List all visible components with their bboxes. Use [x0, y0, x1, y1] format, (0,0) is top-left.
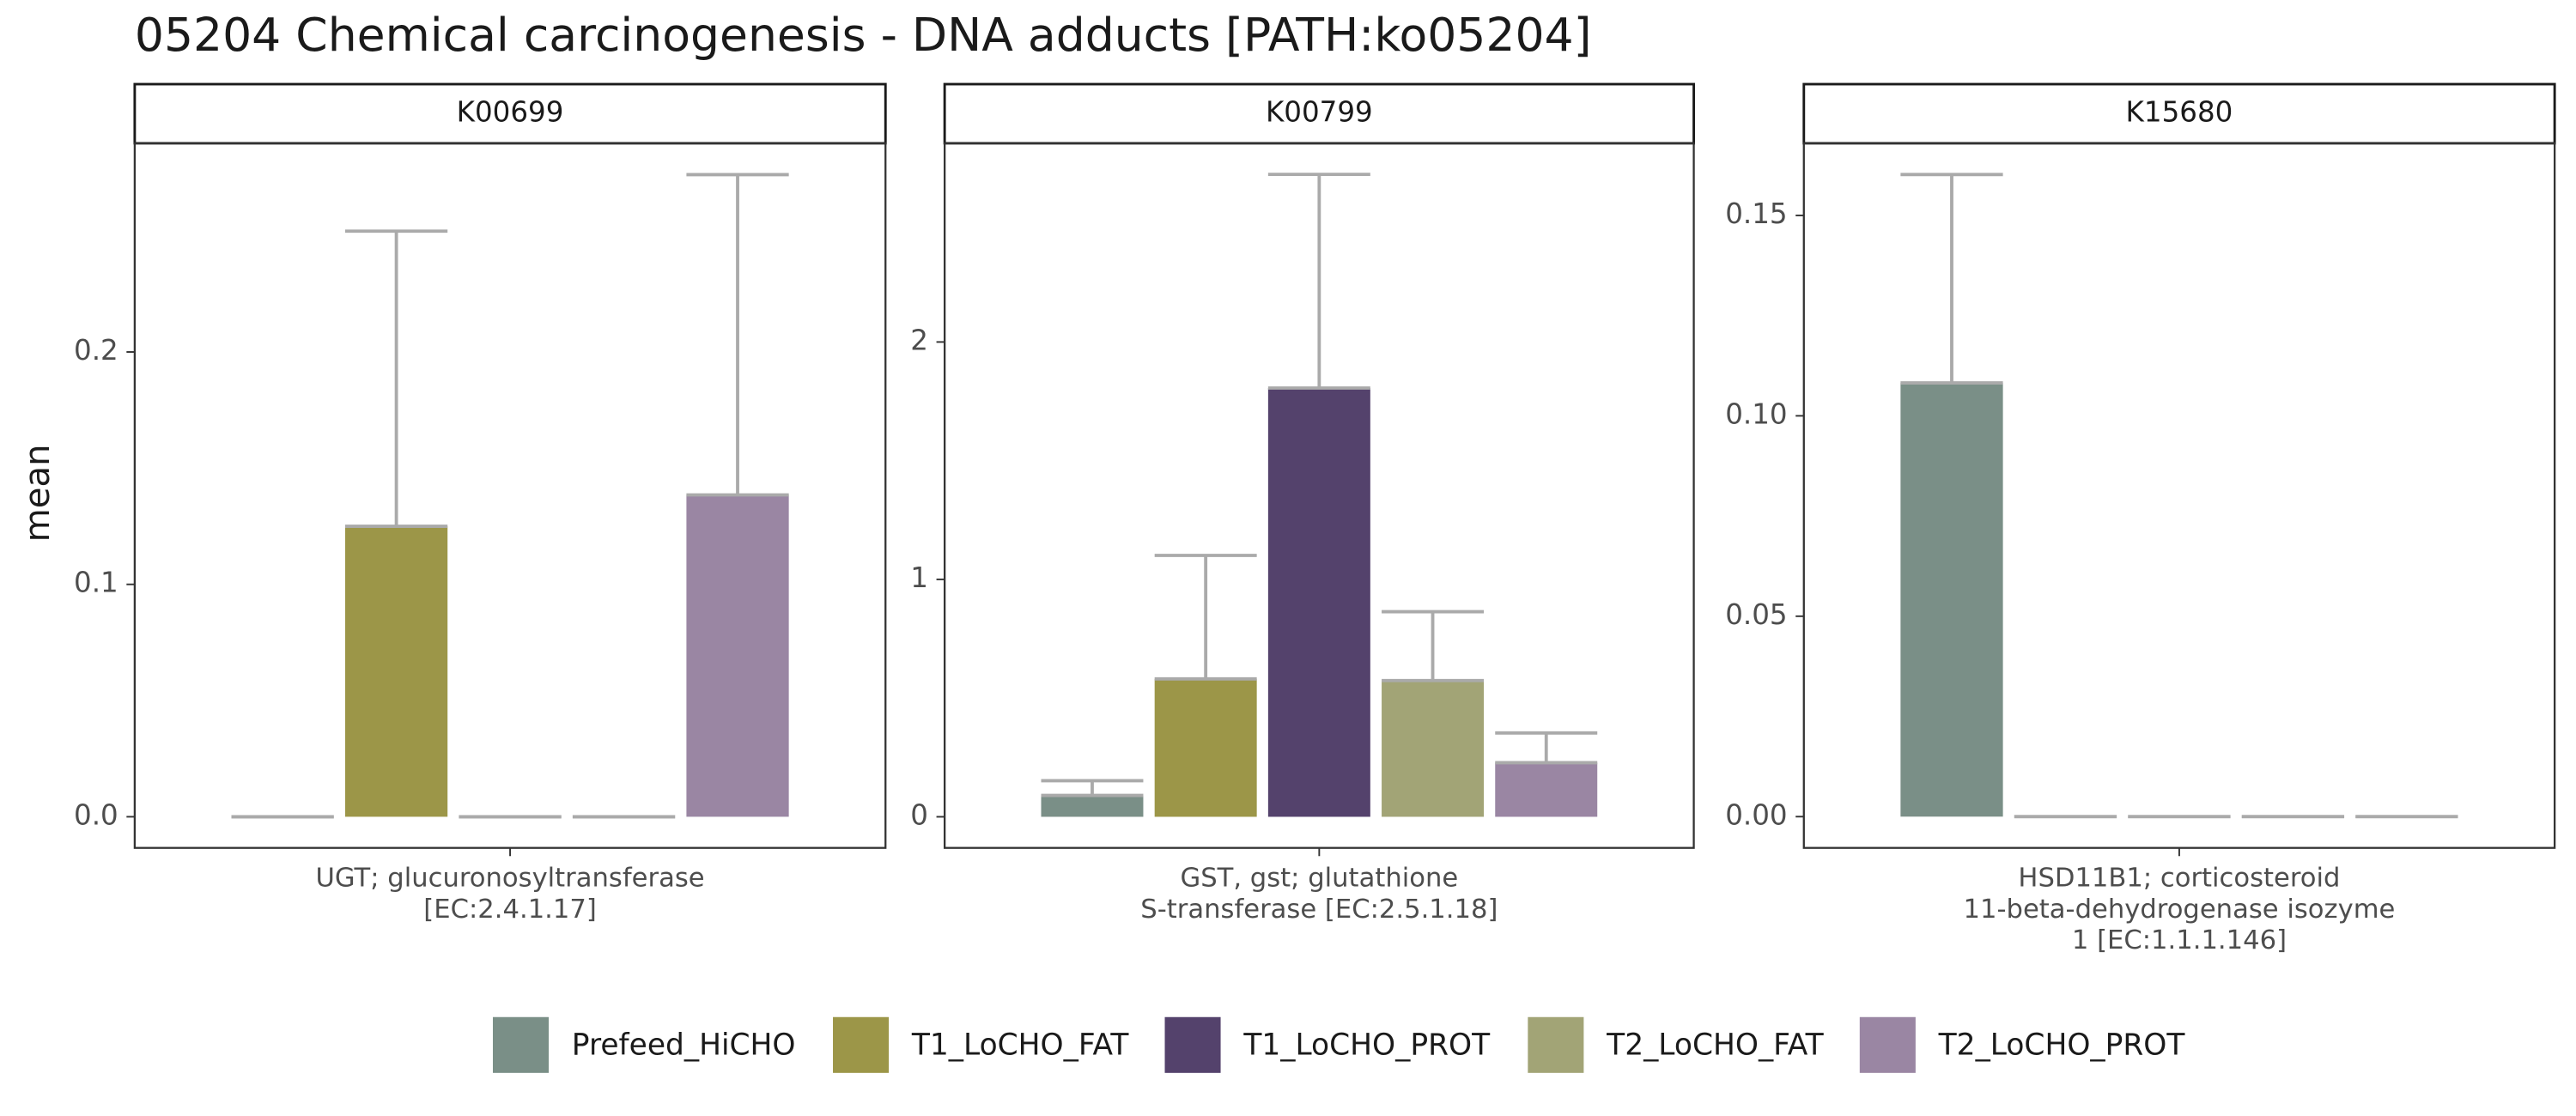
y-tick-label: 0.05	[1725, 598, 1787, 631]
strip	[1802, 82, 2556, 145]
strip	[133, 82, 887, 145]
bar	[1267, 388, 1370, 817]
bar	[686, 494, 789, 817]
y-tick-label: 0.0	[74, 798, 118, 831]
strip-label: K00799	[1266, 95, 1373, 128]
y-tick-label: 1	[910, 561, 928, 594]
x-tick-label: [EC:2.4.1.17]	[423, 895, 596, 925]
legend-key	[492, 1016, 550, 1073]
y-tick-label: 0.1	[74, 567, 118, 599]
y-tick-label: 0.00	[1725, 798, 1787, 831]
legend-label: Prefeed_HiCHO	[572, 1028, 796, 1063]
x-tick-label: 11-beta-dehydrogenase isozyme	[1964, 895, 2396, 925]
legend-label: T2_LoCHO_FAT	[1606, 1028, 1825, 1063]
x-tick-label: GST, gst; glutathione	[1181, 864, 1459, 894]
strip-label: K15680	[2126, 95, 2233, 128]
y-tick-label: 2	[910, 324, 928, 356]
y-tick-label: 0.2	[74, 334, 118, 367]
y-tick-label: 0.10	[1725, 397, 1787, 430]
y-tick-label: 0.15	[1725, 197, 1787, 230]
strip	[943, 82, 1696, 145]
y-tick-label: 0	[910, 798, 928, 831]
legend-label: T1_LoCHO_PROT	[1242, 1028, 1491, 1063]
bar	[344, 526, 448, 817]
y-axis-label: mean	[18, 444, 58, 542]
bar	[1041, 795, 1144, 817]
bar	[1154, 678, 1257, 817]
chart-title: 05204 Chemical carcinogenesis - DNA addu…	[135, 8, 1592, 62]
legend-key	[833, 1016, 890, 1073]
bar	[1382, 680, 1485, 817]
legend-label: T1_LoCHO_FAT	[911, 1028, 1130, 1063]
legend-label: T2_LoCHO_PROT	[1938, 1028, 2186, 1063]
x-tick-label: S-transferase [EC:2.5.1.18]	[1140, 895, 1498, 925]
legend-key	[1164, 1016, 1221, 1073]
legend-key	[1528, 1016, 1584, 1073]
x-tick-label: UGT; glucuronosyltransferase	[316, 864, 705, 894]
strip-label: K00699	[457, 95, 564, 128]
bar	[1900, 383, 2003, 817]
x-tick-label: HSD11B1; corticosteroid	[2018, 864, 2340, 894]
x-tick-label: 1 [EC:1.1.1.146]	[2072, 925, 2287, 955]
legend-key	[1859, 1016, 1916, 1073]
bar	[1495, 762, 1598, 817]
